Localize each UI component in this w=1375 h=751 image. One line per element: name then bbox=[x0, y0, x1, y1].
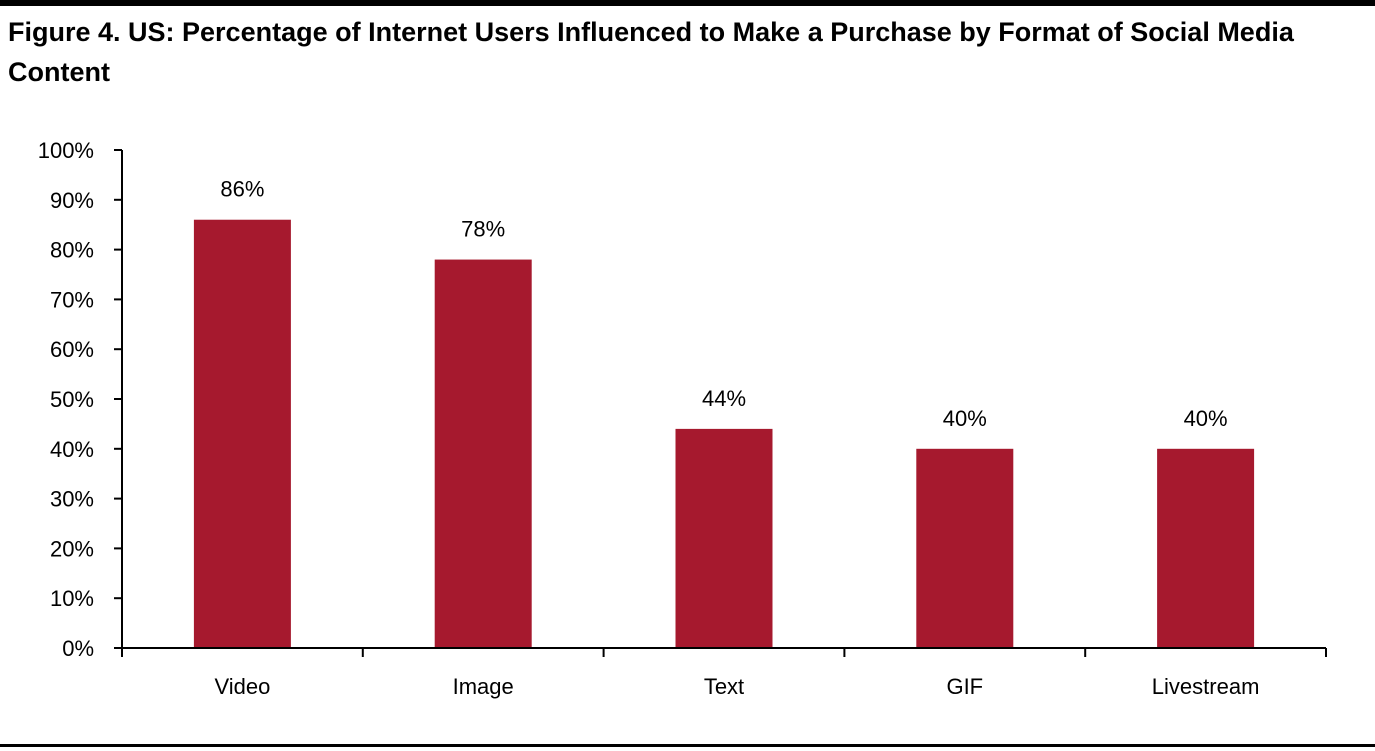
x-tick-label-text: Text bbox=[704, 674, 744, 699]
bar-gif bbox=[916, 448, 1014, 648]
y-tick-label: 100% bbox=[38, 138, 94, 163]
y-tick-label: 70% bbox=[50, 287, 94, 312]
x-axis: Video Image Text GIF Livestream bbox=[114, 647, 1327, 699]
y-tick-label: 0% bbox=[62, 636, 94, 661]
y-tick-label: 30% bbox=[50, 487, 94, 512]
bottom-rule bbox=[0, 744, 1375, 747]
data-label-text: 44% bbox=[702, 386, 746, 411]
top-rule bbox=[0, 0, 1375, 6]
bar-image bbox=[434, 259, 532, 648]
bar-text bbox=[675, 428, 773, 648]
y-tick-label: 80% bbox=[50, 238, 94, 263]
bars-group bbox=[193, 219, 1255, 648]
data-label-gif: 40% bbox=[943, 406, 987, 431]
bar-livestream bbox=[1157, 448, 1255, 648]
y-tick-label: 60% bbox=[50, 337, 94, 362]
y-axis: 0% 10% 20% 30% 40% 50% 60% 70% 80% 90% 100% bbox=[38, 138, 123, 661]
data-label-video: 86% bbox=[220, 177, 264, 202]
bar-video bbox=[193, 219, 291, 648]
data-labels-group: 86% 78% 44% 40% 40% bbox=[220, 177, 1227, 431]
data-label-image: 78% bbox=[461, 217, 505, 242]
y-tick-label: 10% bbox=[50, 586, 94, 611]
y-tick-label: 50% bbox=[50, 387, 94, 412]
chart-title: Figure 4. US: Percentage of Internet Use… bbox=[8, 17, 1294, 87]
x-tick-label-video: Video bbox=[214, 674, 270, 699]
y-tick-label: 90% bbox=[50, 188, 94, 213]
x-tick-label-image: Image bbox=[453, 674, 514, 699]
data-label-livestream: 40% bbox=[1184, 406, 1228, 431]
x-tick-label-gif: GIF bbox=[946, 674, 983, 699]
x-tick-label-livestream: Livestream bbox=[1152, 674, 1260, 699]
y-tick-label: 20% bbox=[50, 536, 94, 561]
y-tick-label: 40% bbox=[50, 437, 94, 462]
